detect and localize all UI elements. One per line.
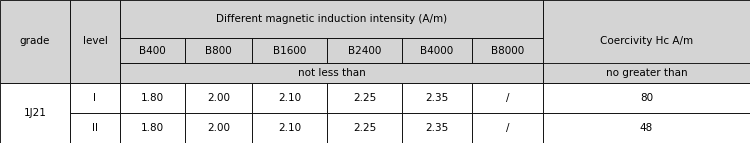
Text: 2.25: 2.25 bbox=[352, 123, 376, 133]
Text: 2.10: 2.10 bbox=[278, 123, 301, 133]
Bar bbox=[70, 83, 120, 113]
Bar bbox=[185, 113, 252, 143]
Text: B400: B400 bbox=[140, 45, 166, 55]
Bar bbox=[543, 63, 750, 83]
Text: 2.00: 2.00 bbox=[207, 123, 230, 133]
Text: /: / bbox=[506, 123, 509, 133]
Bar bbox=[0, 83, 70, 143]
Bar bbox=[120, 38, 185, 63]
Text: 1.80: 1.80 bbox=[141, 93, 164, 103]
Text: 1J21: 1J21 bbox=[23, 108, 46, 118]
Bar bbox=[120, 113, 185, 143]
Text: 80: 80 bbox=[640, 93, 653, 103]
Bar bbox=[120, 83, 185, 113]
Bar bbox=[70, 0, 120, 83]
Bar bbox=[0, 0, 70, 83]
Text: no greater than: no greater than bbox=[606, 68, 687, 78]
Bar bbox=[472, 83, 543, 113]
Bar bbox=[327, 83, 402, 113]
Bar bbox=[252, 113, 327, 143]
Bar bbox=[472, 38, 543, 63]
Text: 1.80: 1.80 bbox=[141, 123, 164, 133]
Bar bbox=[543, 113, 750, 143]
Bar bbox=[543, 83, 750, 113]
Bar bbox=[472, 113, 543, 143]
Text: Different magnetic induction intensity (A/m): Different magnetic induction intensity (… bbox=[216, 14, 447, 24]
Text: 48: 48 bbox=[640, 123, 653, 133]
Text: not less than: not less than bbox=[298, 68, 365, 78]
Text: 2.25: 2.25 bbox=[352, 93, 376, 103]
Text: grade: grade bbox=[20, 36, 50, 46]
Text: B4000: B4000 bbox=[420, 45, 454, 55]
Bar bbox=[252, 38, 327, 63]
Bar bbox=[185, 83, 252, 113]
Bar bbox=[185, 38, 252, 63]
Bar bbox=[543, 0, 750, 83]
Text: 2.00: 2.00 bbox=[207, 93, 230, 103]
Text: B2400: B2400 bbox=[348, 45, 381, 55]
Bar bbox=[402, 113, 472, 143]
Bar bbox=[70, 113, 120, 143]
Text: 2.10: 2.10 bbox=[278, 93, 301, 103]
Text: /: / bbox=[506, 93, 509, 103]
Text: II: II bbox=[92, 123, 98, 133]
Bar bbox=[402, 38, 472, 63]
Bar bbox=[327, 38, 402, 63]
Text: B8000: B8000 bbox=[490, 45, 524, 55]
Bar bbox=[120, 0, 543, 38]
Bar bbox=[327, 113, 402, 143]
Bar bbox=[120, 63, 543, 83]
Text: 2.35: 2.35 bbox=[425, 123, 448, 133]
Text: 2.35: 2.35 bbox=[425, 93, 448, 103]
Bar bbox=[252, 83, 327, 113]
Text: B800: B800 bbox=[205, 45, 232, 55]
Text: level: level bbox=[82, 36, 107, 46]
Text: I: I bbox=[94, 93, 97, 103]
Text: B1600: B1600 bbox=[273, 45, 306, 55]
Text: Coercivity Hc A/m: Coercivity Hc A/m bbox=[600, 36, 693, 46]
Bar bbox=[402, 83, 472, 113]
